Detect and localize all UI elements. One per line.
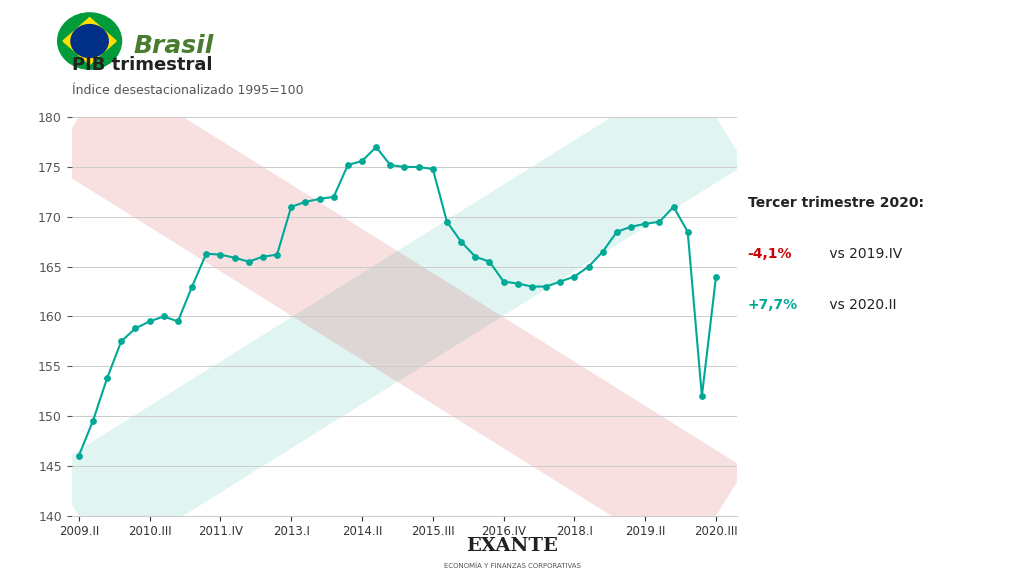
Point [680, 227, 696, 236]
Point [113, 336, 129, 346]
Point [496, 277, 512, 286]
Point [141, 316, 158, 326]
Point [538, 282, 554, 291]
Text: ECONOMÍA Y FINANZAS CORPORATIVAS: ECONOMÍA Y FINANZAS CORPORATIVAS [443, 563, 581, 570]
Point [608, 227, 625, 236]
Point [552, 277, 568, 286]
Point [311, 194, 328, 203]
Point [566, 272, 583, 281]
Circle shape [57, 13, 122, 69]
Polygon shape [63, 18, 117, 64]
Point [411, 162, 427, 172]
Circle shape [71, 25, 109, 57]
Text: PIB trimestral: PIB trimestral [72, 56, 212, 74]
Point [255, 252, 271, 261]
Point [666, 202, 682, 212]
Point [637, 219, 653, 229]
Point [99, 373, 116, 383]
Text: +7,7%: +7,7% [748, 298, 798, 312]
Point [226, 253, 243, 263]
Point [510, 279, 526, 288]
Point [396, 162, 413, 172]
Point [85, 416, 101, 425]
Text: EXANTE: EXANTE [466, 537, 558, 555]
Point [438, 217, 455, 226]
Point [481, 257, 498, 266]
Point [326, 192, 342, 202]
Point [467, 252, 483, 261]
Point [198, 249, 214, 258]
Text: vs 2020.II: vs 2020.II [825, 298, 896, 312]
Point [651, 217, 668, 226]
Point [382, 161, 398, 170]
Point [595, 247, 611, 256]
Text: Tercer trimestre 2020:: Tercer trimestre 2020: [748, 196, 924, 210]
Text: -4,1%: -4,1% [748, 247, 792, 261]
Text: Brasil: Brasil [133, 34, 213, 58]
Point [212, 250, 228, 260]
Point [523, 282, 540, 291]
Point [127, 323, 143, 333]
Point [156, 312, 172, 321]
Point [581, 262, 597, 271]
Point [368, 142, 384, 152]
Point [354, 156, 371, 166]
Text: Índice desestacionalizado 1995=100: Índice desestacionalizado 1995=100 [72, 84, 303, 97]
Point [71, 451, 87, 461]
Point [623, 222, 639, 231]
Point [283, 202, 299, 212]
Text: vs 2019.IV: vs 2019.IV [825, 247, 902, 261]
Point [340, 161, 356, 170]
Point [425, 164, 441, 173]
Point [241, 257, 257, 266]
Point [170, 316, 186, 326]
Point [269, 250, 286, 260]
Point [693, 391, 710, 401]
Point [708, 272, 724, 281]
Point [453, 237, 469, 246]
Point [184, 282, 201, 291]
Point [297, 197, 313, 206]
